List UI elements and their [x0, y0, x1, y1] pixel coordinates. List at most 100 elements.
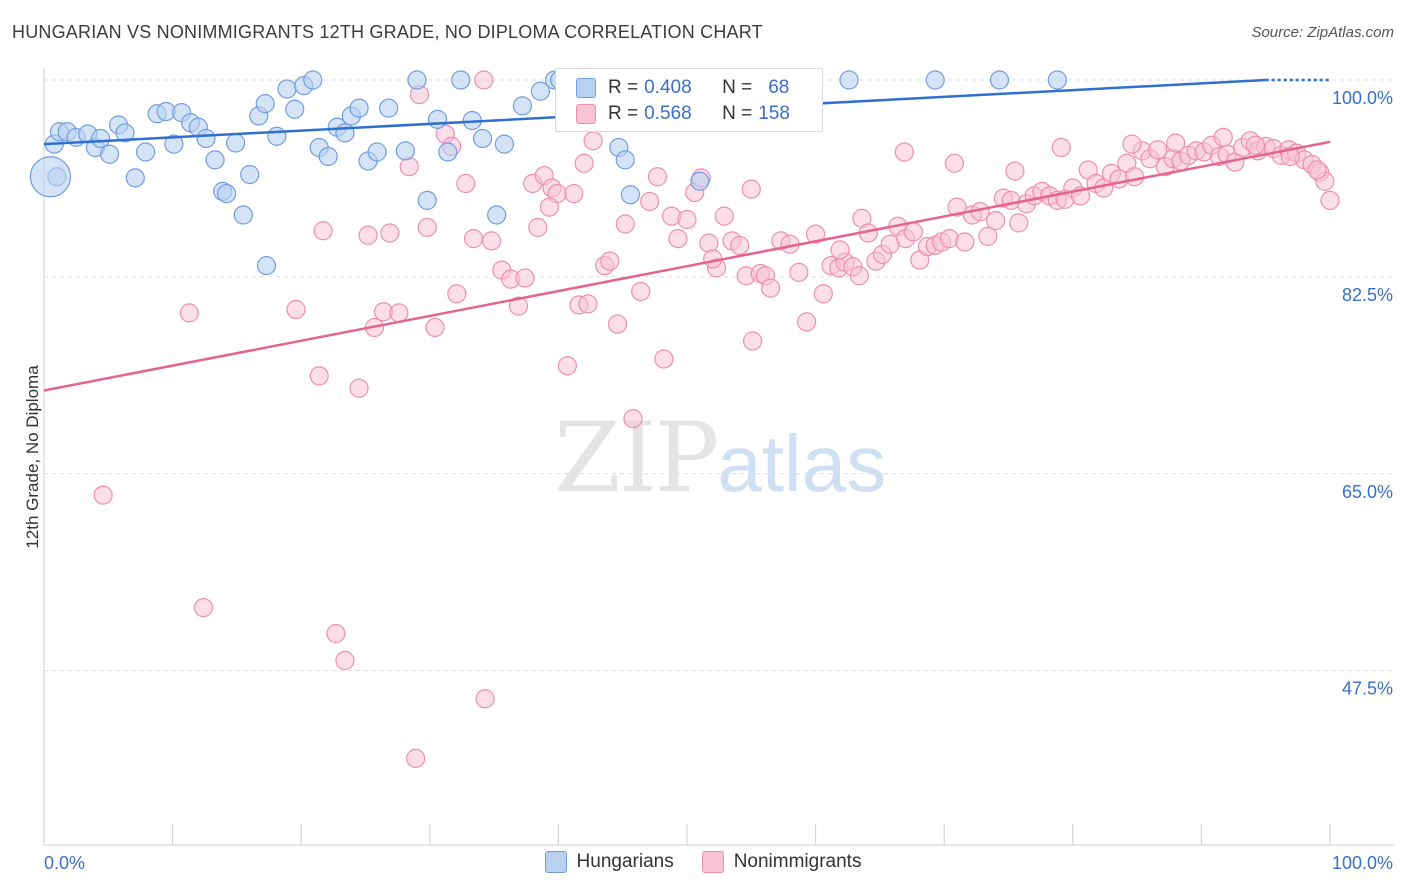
source-label: Source: ZipAtlas.com — [1251, 24, 1394, 41]
point-nonimmigrants — [1051, 137, 1071, 158]
point-hungarians — [487, 205, 507, 225]
point-nonimmigrants — [944, 153, 965, 173]
legend-r-label-nonimmigrants: R = — [608, 103, 639, 124]
point-nonimmigrants — [1166, 133, 1186, 153]
point-nonimmigrants — [1280, 146, 1300, 167]
x-tick-label-max: 100.0% — [1332, 853, 1393, 873]
point-nonimmigrants — [623, 409, 643, 429]
point-nonimmigrants — [1213, 127, 1233, 147]
point-hungarians — [417, 190, 437, 210]
point-hungarians — [512, 96, 532, 116]
point-nonimmigrants — [986, 211, 1006, 231]
series-swatch-hungarians — [544, 851, 567, 873]
point-nonimmigrants — [760, 278, 781, 298]
point-hungarians — [407, 70, 427, 90]
legend-n-label-nonimmigrants: N = — [722, 103, 753, 124]
point-nonimmigrants — [528, 217, 548, 237]
legend-r-label-hungarians: R = — [608, 77, 639, 98]
legend-n-value-hungarians: 68 — [768, 77, 790, 98]
point-nonimmigrants — [789, 262, 809, 282]
point-nonimmigrants — [574, 153, 594, 173]
series-legend-hungarians: Hungarians — [544, 851, 674, 873]
series-label-hungarians: Hungarians — [576, 851, 674, 872]
point-nonimmigrants — [654, 349, 674, 369]
point-hungarians — [164, 134, 184, 154]
point-hungarians — [90, 128, 111, 149]
point-hungarians — [318, 146, 338, 167]
point-nonimmigrants — [349, 378, 369, 398]
trendline-nonimmigrants — [43, 140, 1331, 392]
point-nonimmigrants — [1009, 213, 1029, 233]
point-hungarians — [1047, 70, 1067, 90]
series-swatch-nonimmigrants — [701, 851, 724, 873]
point-hungarians — [240, 164, 260, 185]
point-nonimmigrants — [607, 314, 628, 334]
point-nonimmigrants — [1245, 135, 1266, 155]
point-hungarians — [125, 168, 145, 188]
point-nonimmigrants — [425, 317, 445, 338]
point-nonimmigrants — [1148, 140, 1168, 160]
series-legend: Hungarians Nonimmigrants — [0, 851, 1406, 873]
point-hungarians — [217, 184, 237, 204]
point-hungarians — [472, 128, 493, 149]
point-nonimmigrants — [447, 284, 467, 304]
legend-row-hungarians: R = 0.408 N = 68 — [576, 75, 789, 101]
point-nonimmigrants — [515, 268, 535, 288]
point-nonimmigrants — [1122, 134, 1142, 154]
y-tick-label: 47.5% — [1342, 679, 1393, 699]
legend-r-value-hungarians: 0.408 — [644, 77, 692, 98]
point-nonimmigrants — [286, 299, 306, 320]
point-nonimmigrants — [1124, 167, 1145, 187]
y-tick-label: 100.0% — [1332, 88, 1393, 108]
point-nonimmigrants — [539, 197, 559, 217]
point-nonimmigrants — [481, 231, 502, 251]
point-hungarians — [438, 142, 458, 162]
point-nonimmigrants — [647, 167, 668, 187]
series-label-nonimmigrants: Nonimmigrants — [733, 851, 862, 872]
point-hungarians — [379, 98, 399, 118]
point-nonimmigrants — [742, 331, 763, 351]
point-hungarians — [494, 134, 514, 154]
point-nonimmigrants — [389, 303, 409, 323]
point-hungarians — [196, 128, 216, 149]
series-legend-nonimmigrants: Nonimmigrants — [701, 851, 862, 873]
point-hungarians — [367, 142, 387, 162]
point-hungarians — [205, 150, 225, 170]
point-hungarians — [395, 141, 415, 161]
point-nonimmigrants — [380, 223, 400, 243]
point-hungarians — [530, 81, 550, 101]
point-nonimmigrants — [309, 366, 329, 386]
point-nonimmigrants — [894, 142, 914, 162]
point-nonimmigrants — [640, 191, 660, 212]
point-hungarians — [255, 94, 275, 114]
point-hungarians — [615, 150, 635, 170]
point-nonimmigrants — [583, 131, 603, 151]
point-nonimmigrants — [699, 233, 719, 253]
point-nonimmigrants — [179, 303, 199, 323]
point-nonimmigrants — [358, 225, 378, 245]
point-hungarians — [989, 70, 1010, 90]
point-hungarians — [233, 205, 253, 225]
watermark-atlas: atlas — [717, 419, 887, 508]
point-nonimmigrants — [474, 70, 494, 90]
point-nonimmigrants — [313, 221, 333, 241]
legend-r-value-nonimmigrants: 0.568 — [644, 103, 692, 124]
point-nonimmigrants — [193, 598, 214, 618]
point-hungarians — [267, 126, 287, 146]
point-nonimmigrants — [668, 229, 688, 249]
point-nonimmigrants — [417, 217, 437, 237]
point-hungarians — [226, 133, 246, 153]
point-nonimmigrants — [947, 197, 967, 217]
point-nonimmigrants — [978, 226, 998, 246]
point-nonimmigrants — [406, 748, 426, 768]
point-nonimmigrants — [631, 281, 651, 302]
point-hungarians — [690, 171, 710, 191]
point-nonimmigrants — [335, 650, 355, 671]
point-hungarians-large — [29, 156, 72, 198]
y-tick-label: 82.5% — [1342, 285, 1393, 305]
point-hungarians — [427, 109, 448, 129]
point-nonimmigrants — [508, 296, 529, 316]
point-hungarians — [277, 79, 297, 99]
point-nonimmigrants — [714, 206, 734, 226]
point-nonimmigrants — [830, 240, 850, 260]
